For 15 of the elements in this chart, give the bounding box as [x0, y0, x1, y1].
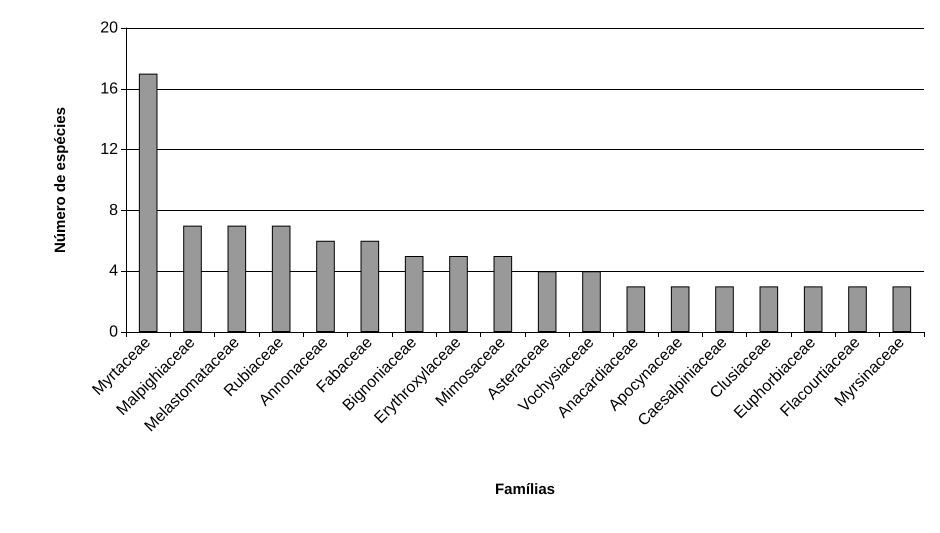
bar [760, 286, 778, 332]
bar [848, 286, 867, 332]
y-tick-label: 0 [109, 324, 118, 340]
bar [670, 286, 690, 332]
y-tick-label: 16 [100, 80, 118, 98]
bar [892, 286, 912, 332]
x-axis-title: Famílias [494, 481, 556, 498]
y-axis-title: Número de espécies [52, 107, 69, 253]
y-tick-label: 12 [100, 141, 118, 158]
y-tick-label: 20 [100, 20, 118, 36]
bar [804, 286, 822, 332]
bar [626, 286, 646, 332]
bar [715, 286, 734, 332]
y-tick-label: 4 [109, 262, 118, 280]
y-tick-label: 8 [109, 202, 118, 219]
